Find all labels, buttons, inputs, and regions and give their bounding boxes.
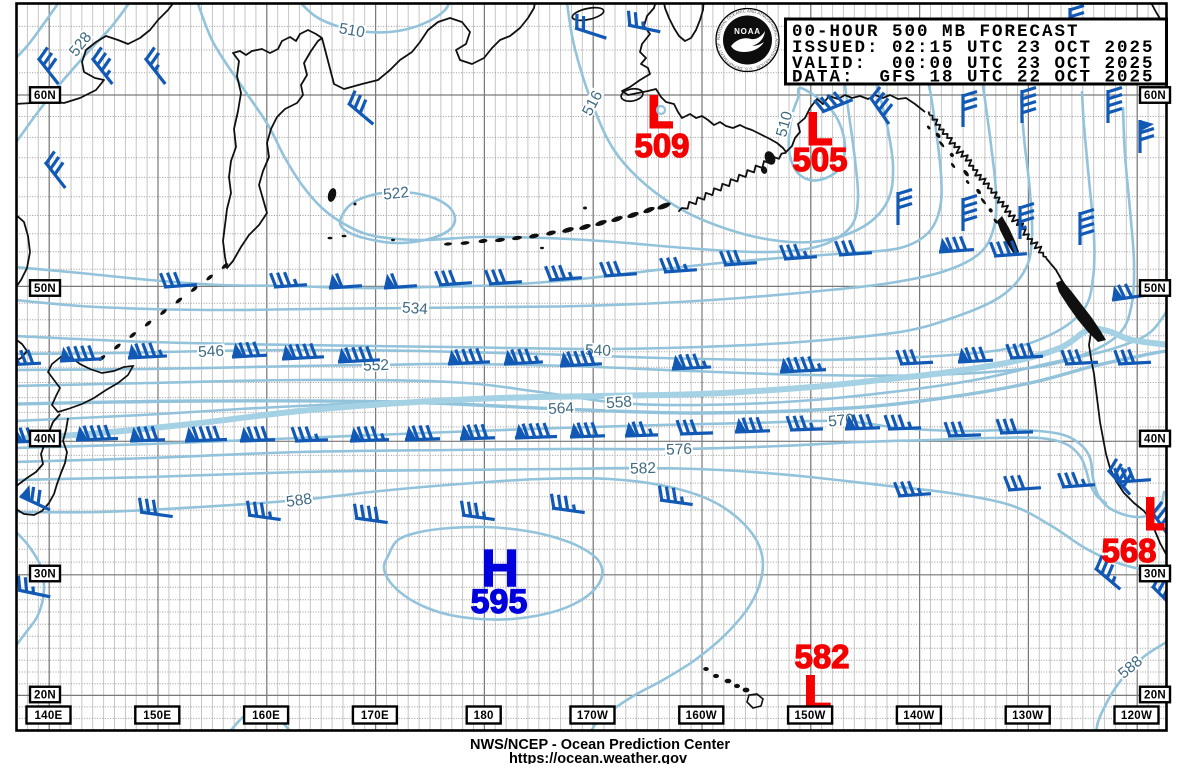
- svg-text:509: 509: [634, 127, 689, 164]
- svg-text:160W: 160W: [686, 710, 717, 722]
- svg-text:H: H: [481, 540, 519, 598]
- svg-text:170E: 170E: [361, 710, 389, 722]
- svg-text:558: 558: [606, 393, 633, 412]
- svg-text:https://ocean.weather.gov: https://ocean.weather.gov: [509, 751, 687, 764]
- svg-text:150E: 150E: [143, 710, 171, 722]
- svg-text:510: 510: [773, 109, 796, 139]
- svg-text:140W: 140W: [903, 710, 934, 722]
- svg-text:160E: 160E: [252, 710, 280, 722]
- svg-text:120W: 120W: [1121, 710, 1152, 722]
- svg-text:595: 595: [471, 583, 528, 621]
- svg-text:40N: 40N: [34, 434, 56, 446]
- svg-text:510: 510: [338, 20, 367, 41]
- svg-text:50N: 50N: [1144, 283, 1166, 295]
- svg-text:588: 588: [285, 491, 313, 511]
- svg-text:50N: 50N: [34, 283, 56, 295]
- svg-text:564: 564: [548, 400, 575, 418]
- svg-text:ISSUED: 02:15 UTC 23 OCT 2025: ISSUED: 02:15 UTC 23 OCT 2025: [792, 38, 1155, 58]
- svg-text:40N: 40N: [1144, 434, 1166, 446]
- svg-text:20N: 20N: [1144, 690, 1166, 702]
- svg-text:180: 180: [474, 710, 494, 722]
- svg-text:00-HOUR 500 MB FORECAST: 00-HOUR 500 MB FORECAST: [792, 22, 1080, 42]
- svg-text:576: 576: [666, 441, 692, 459]
- svg-text:30N: 30N: [34, 569, 56, 581]
- svg-text:DATA: GFS 18 UTC 22 OCT 2025: DATA: GFS 18 UTC 22 OCT 2025: [792, 68, 1155, 88]
- svg-text:30N: 30N: [1144, 569, 1166, 581]
- svg-text:534: 534: [401, 299, 428, 318]
- svg-text:20N: 20N: [34, 690, 56, 702]
- svg-text:522: 522: [382, 184, 410, 204]
- svg-text:150W: 150W: [794, 710, 825, 722]
- svg-text:60N: 60N: [1144, 90, 1166, 102]
- svg-text:VALID: 00:00 UTC 23 OCT 2025: VALID: 00:00 UTC 23 OCT 2025: [792, 54, 1155, 74]
- svg-text:568: 568: [1101, 532, 1156, 569]
- svg-text:546: 546: [198, 343, 225, 361]
- svg-text:140E: 140E: [34, 710, 62, 722]
- svg-text:NOAA: NOAA: [734, 27, 761, 36]
- svg-text:582: 582: [794, 638, 849, 675]
- svg-text:582: 582: [630, 460, 656, 478]
- svg-text:505: 505: [792, 141, 847, 178]
- svg-text:60N: 60N: [34, 90, 56, 102]
- svg-text:170W: 170W: [577, 710, 608, 722]
- svg-text:130W: 130W: [1012, 710, 1043, 722]
- svg-text:NWS/NCEP - Ocean Prediction Ce: NWS/NCEP - Ocean Prediction Center: [470, 737, 730, 753]
